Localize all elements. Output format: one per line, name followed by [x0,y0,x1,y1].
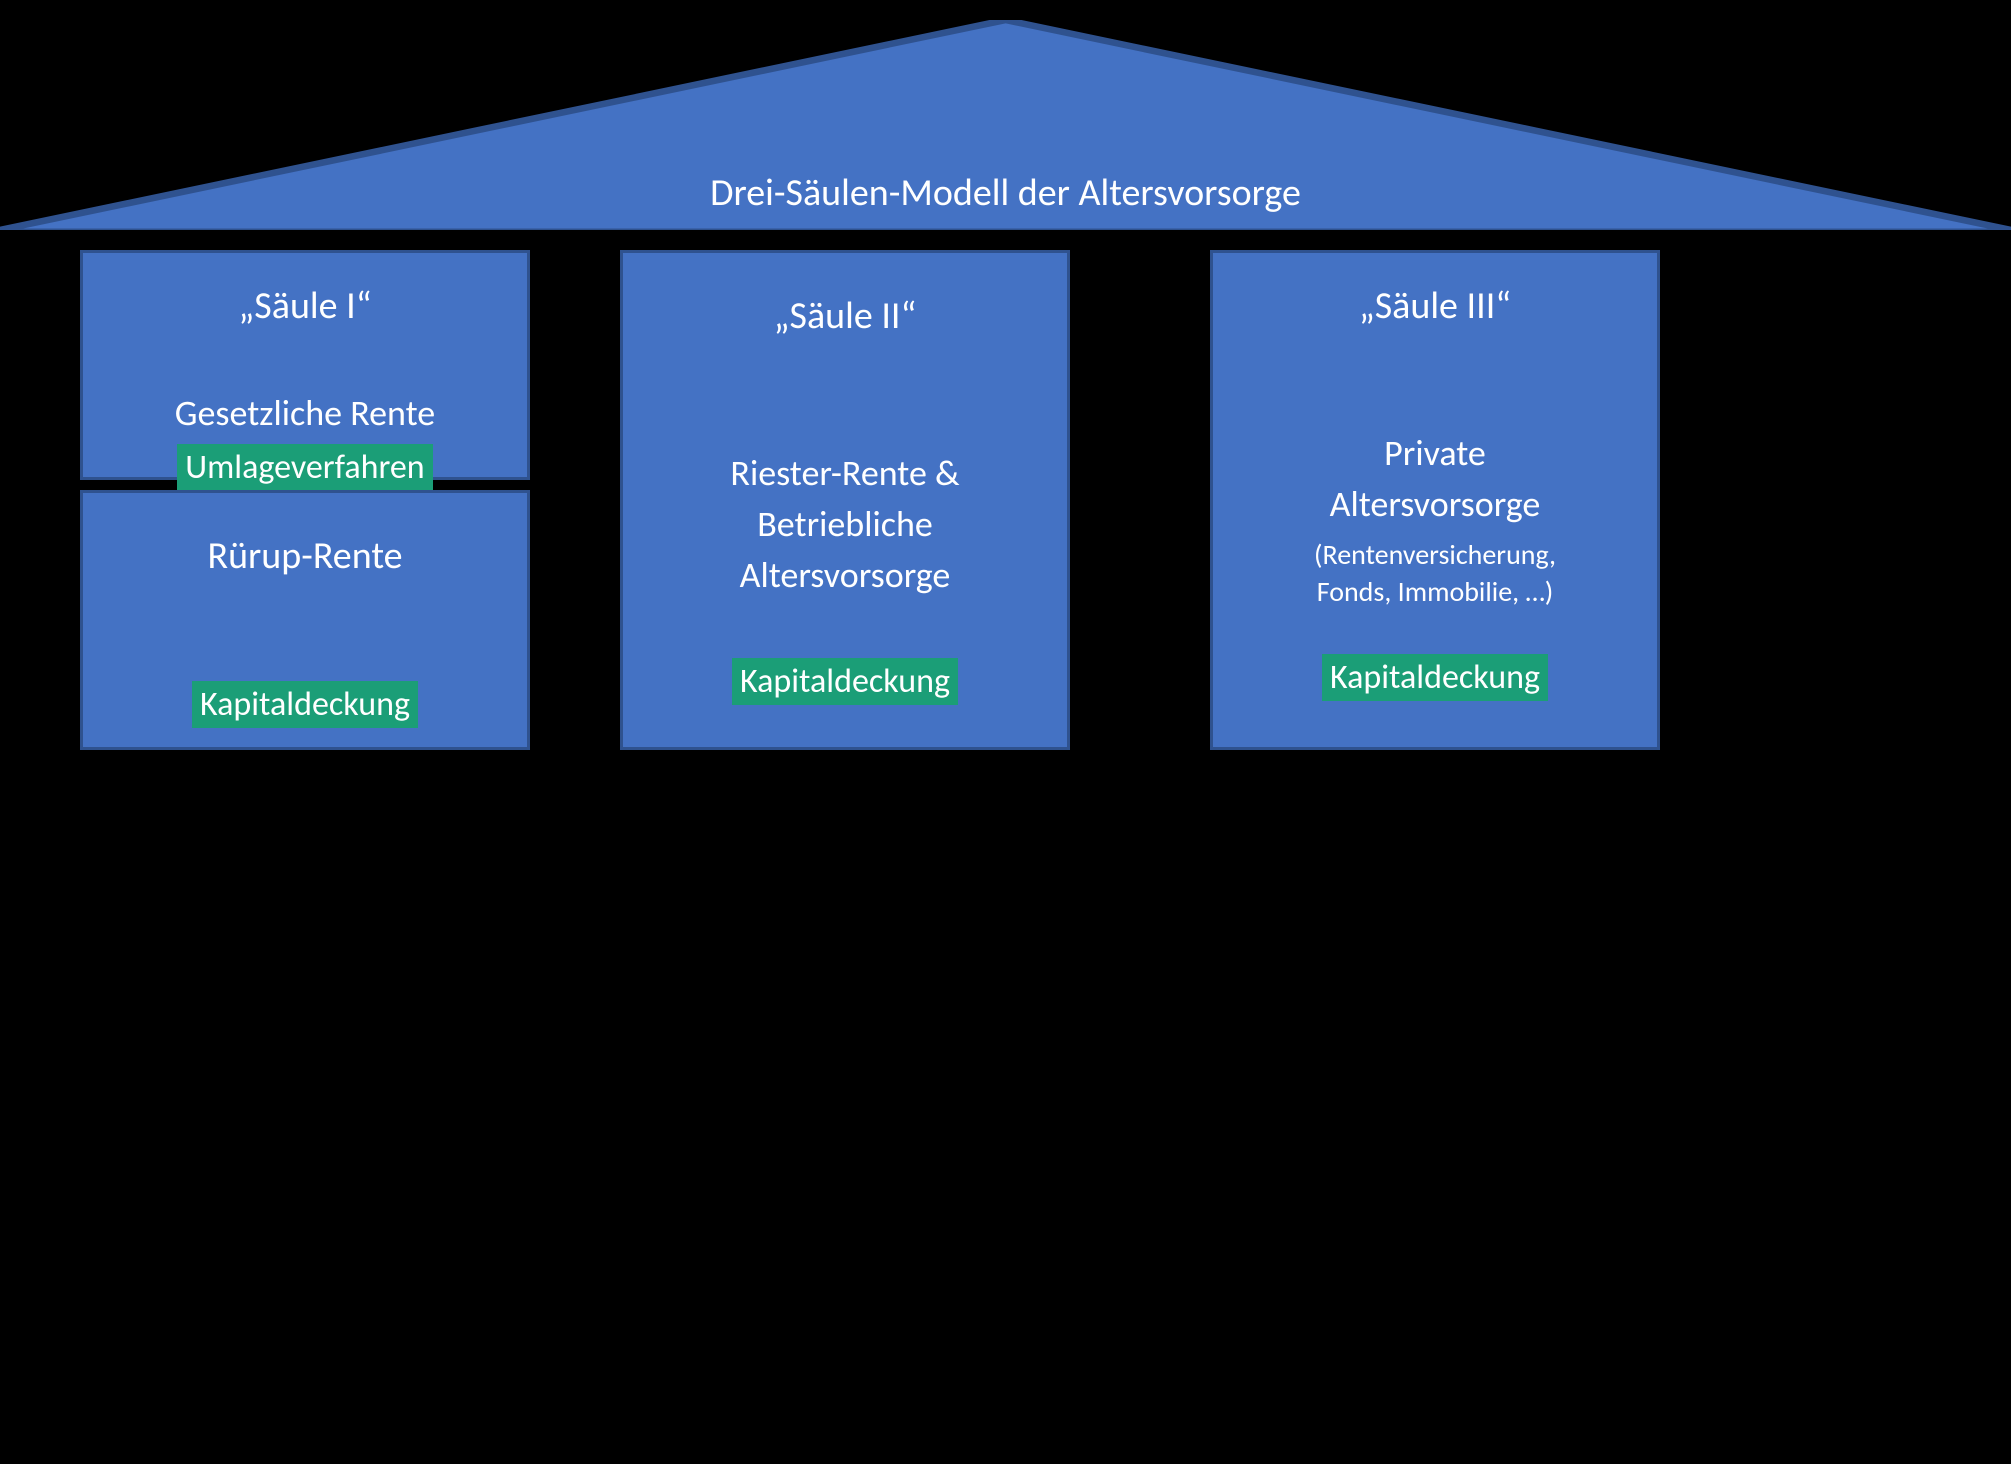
pillar-text-line: Betriebliche [623,502,1067,547]
pillar-1-bottom: Rürup-Rente Kapitaldeckung [80,490,530,750]
pillar-text-line: Altersvorsorge [1213,482,1657,527]
badge-wrapper: Umlageverfahren [83,444,527,492]
pillar-text-line: Riester-Rente & [623,451,1067,496]
badge-wrapper: Kapitaldeckung [623,658,1067,706]
pillar-3-title: „Säule III“ [1213,283,1657,331]
pillar-1-top: „Säule I“ Gesetzliche RenteUmlageverfahr… [80,250,530,480]
pillar-text-line: Private [1213,431,1657,476]
pillar-1b-title: Rürup-Rente [83,533,527,581]
pillar-2-title: „Säule II“ [623,293,1067,341]
badge-wrapper: Kapitaldeckung [83,681,527,729]
diagram-canvas: Drei-Säulen-Modell der Altersvorsorge „S… [0,0,2011,1464]
pillar-text-line: Fonds, Immobilie, …) [1213,574,1657,609]
pillar-text-line: (Rentenversicherung, [1213,537,1657,572]
funding-badge: Kapitaldeckung [732,658,958,706]
pillar-text-line: Gesetzliche Rente [83,391,527,436]
pillar-3: „Säule III“ Private Altersvorsorge (Renten… [1210,250,1660,750]
roof: Drei-Säulen-Modell der Altersvorsorge [0,20,2011,230]
pillar-1-title: „Säule I“ [83,283,527,331]
funding-badge: Kapitaldeckung [1322,654,1548,702]
badge-wrapper: Kapitaldeckung [1213,654,1657,702]
pillar-2: „Säule II“ Riester-Rente & Betriebliche Al… [620,250,1070,750]
funding-badge: Kapitaldeckung [192,681,418,729]
roof-title: Drei-Säulen-Modell der Altersvorsorge [0,170,2011,216]
funding-badge: Umlageverfahren [177,444,432,492]
pillar-text-line: Altersvorsorge [623,553,1067,598]
